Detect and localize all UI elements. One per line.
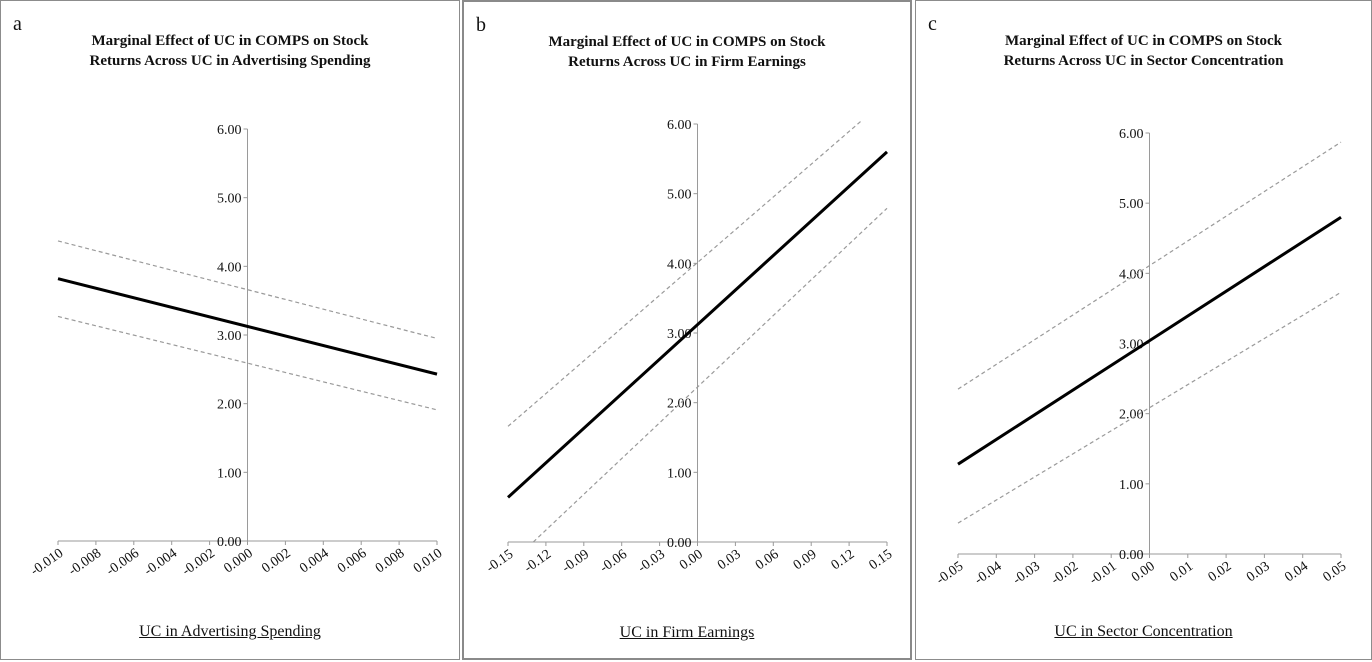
x-tick-label: -0.05 — [934, 559, 966, 588]
y-tick-label: 1.00 — [217, 466, 242, 481]
x-tick-label: -0.15 — [484, 547, 516, 576]
chart-panel-c: c Marginal Effect of UC in COMPS on Stoc… — [915, 0, 1372, 660]
panel-letter: a — [13, 13, 22, 35]
y-tick-label: 2.00 — [217, 398, 242, 413]
chart-title: Marginal Effect of UC in COMPS on Stock … — [504, 32, 870, 72]
series-line-estimate — [506, 150, 889, 499]
chart-title: Marginal Effect of UC in COMPS on Stock … — [956, 31, 1331, 71]
chart-plot-area: 0.001.002.003.004.005.006.00-0.05 -0.04 -0… — [934, 127, 1350, 588]
series-line-estimate — [957, 215, 1342, 466]
x-tick-label: 0.02 — [1206, 559, 1235, 585]
y-tick-label: 0.00 — [667, 536, 692, 551]
x-tick-label: -0.09 — [560, 547, 592, 576]
x-tick-label: 0.01 — [1167, 559, 1196, 585]
x-tick-label: -0.006 — [104, 546, 142, 579]
x-axis-label: UC in Sector Concentration — [1054, 623, 1233, 640]
series-line-lower-bound — [57, 315, 438, 411]
panel-letter: b — [476, 14, 486, 36]
y-tick-label: 0.00 — [217, 535, 242, 550]
chart-panel-a: a Marginal Effect of UC in COMPS on Stoc… — [0, 0, 460, 660]
series-line-upper-bound — [957, 141, 1342, 390]
x-tick-label: 0.09 — [791, 547, 820, 573]
y-tick-label: 3.00 — [217, 329, 242, 344]
x-tick-label: 0.002 — [259, 546, 293, 576]
x-tick-label: -0.002 — [180, 546, 218, 579]
y-tick-label: 2.00 — [667, 397, 692, 412]
series-line-lower-bound — [532, 207, 888, 543]
x-tick-label: 0.004 — [297, 546, 331, 576]
x-tick-label: 0.03 — [715, 547, 744, 573]
y-tick-label: 3.00 — [1119, 338, 1144, 353]
x-tick-label: 0.15 — [867, 547, 896, 573]
x-tick-label: 0.03 — [1244, 559, 1273, 585]
x-tick-label: -0.12 — [522, 547, 554, 576]
x-tick-label: -0.03 — [1010, 559, 1042, 588]
y-tick-label: 6.00 — [1119, 127, 1144, 142]
x-tick-label: 0.06 — [753, 547, 782, 573]
y-tick-label: 0.00 — [1119, 548, 1144, 563]
chart-title-line-2: Returns Across UC in Advertising Spendin… — [89, 53, 371, 69]
chart-title-line-1: Marginal Effect of UC in COMPS on Stock — [548, 34, 826, 50]
x-tick-label: -0.03 — [635, 547, 667, 576]
x-tick-label: 0.12 — [829, 547, 858, 573]
chart-title-line-1: Marginal Effect of UC in COMPS on Stock — [1004, 33, 1283, 49]
x-axis-label: UC in Firm Earnings — [619, 624, 755, 641]
y-tick-label: 6.00 — [217, 123, 242, 138]
y-tick-label: 6.00 — [667, 118, 692, 133]
y-tick-label: 1.00 — [667, 466, 692, 481]
chart-plot-area: 0.00 1.00 2.00 3.00 4.00 5.00 6.00 -0.010 -0.008… — [28, 123, 445, 579]
x-tick-label: -0.01 — [1087, 559, 1119, 588]
y-tick-label: 3.00 — [667, 327, 692, 342]
chart-title-line-2: Returns Across UC in Firm Earnings — [568, 54, 806, 70]
chart-title-line-2: Returns Across UC in Sector Concentratio… — [1003, 53, 1284, 69]
series-line-upper-bound — [507, 120, 863, 427]
y-tick-label: 4.00 — [1119, 267, 1144, 282]
y-tick-label: 2.00 — [1119, 408, 1144, 423]
x-tick-label: -0.008 — [66, 546, 104, 579]
x-tick-label: -0.010 — [28, 546, 66, 579]
x-tick-label: -0.04 — [972, 559, 1004, 588]
x-tick-label: -0.02 — [1049, 559, 1081, 588]
x-tick-label: 0.008 — [373, 546, 407, 576]
y-tick-label: 5.00 — [667, 188, 692, 203]
y-tick-label: 4.00 — [667, 257, 692, 272]
y-tick-label: 4.00 — [217, 260, 242, 275]
panel-letter: c — [928, 13, 937, 35]
y-tick-label: 5.00 — [1119, 197, 1144, 212]
x-tick-label: -0.004 — [142, 546, 180, 579]
y-tick-label: 1.00 — [1119, 478, 1144, 493]
x-tick-label: 0.010 — [411, 546, 445, 576]
x-tick-label: -0.06 — [597, 547, 629, 576]
y-tick-label: 5.00 — [217, 192, 242, 207]
series-line-upper-bound — [57, 240, 438, 340]
x-tick-label: 0.05 — [1321, 559, 1350, 585]
x-tick-label: 0.04 — [1282, 559, 1311, 585]
chart-title: Marginal Effect of UC in COMPS on Stock … — [41, 31, 419, 71]
series-line-lower-bound — [957, 291, 1342, 524]
chart-panel-b: b Marginal Effect of UC in COMPS on Stoc… — [462, 0, 912, 660]
x-tick-label: 0.006 — [335, 546, 369, 576]
series-line-estimate — [57, 277, 438, 376]
x-tick-label: 0.000 — [221, 546, 255, 576]
chart-title-line-1: Marginal Effect of UC in COMPS on Stock — [91, 33, 369, 49]
chart-plot-area: 0.001.002.003.004.005.006.00-0.15 -0.12 -0… — [484, 118, 896, 576]
x-axis-label: UC in Advertising Spending — [139, 623, 321, 640]
